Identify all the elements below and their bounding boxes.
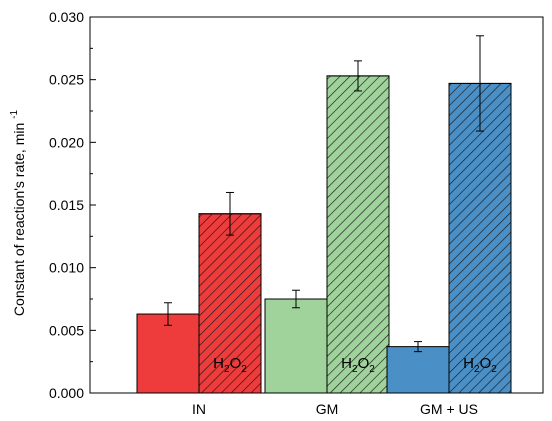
y-tick-label: 0.015 [49, 197, 84, 213]
y-tick-label: 0.005 [49, 322, 84, 338]
y-tick-label: 0.020 [49, 134, 84, 150]
y-tick-label: 0.010 [49, 260, 84, 276]
bar [136, 313, 200, 394]
y-axis: 0.000 0.005 0.010 0.015 0.020 0.025 0.030 [49, 9, 96, 401]
bar-label-h2o2: H2O2 [463, 355, 497, 375]
y-axis-title: Constant of reaction's rate, min -1 [9, 110, 27, 317]
bar [386, 346, 450, 394]
bar-hatch-overlay [198, 213, 262, 394]
bar-hatch-overlay [326, 75, 390, 394]
x-tick-label: IN [192, 401, 206, 417]
bar-hatch-overlay [448, 82, 512, 394]
bars-layer [136, 75, 512, 394]
y-axis-title-text: Constant of reaction's rate, min [11, 123, 27, 316]
x-axis: IN GM GM + US [192, 387, 478, 417]
error-bars-layer [164, 35, 484, 353]
y-tick-label: 0.025 [49, 72, 84, 88]
bar-labels-layer: H2O2 H2O2 H2O2 [213, 355, 497, 375]
y-axis-title-superscript: -1 [9, 110, 20, 119]
x-tick-label: GM [316, 401, 339, 417]
bar-label-h2o2: H2O2 [213, 355, 247, 375]
y-tick-label: 0.030 [49, 9, 84, 25]
bar [264, 298, 328, 394]
y-tick-label: 0.000 [49, 385, 84, 401]
bar-label-h2o2: H2O2 [341, 355, 375, 375]
x-tick-label: GM + US [420, 401, 478, 417]
